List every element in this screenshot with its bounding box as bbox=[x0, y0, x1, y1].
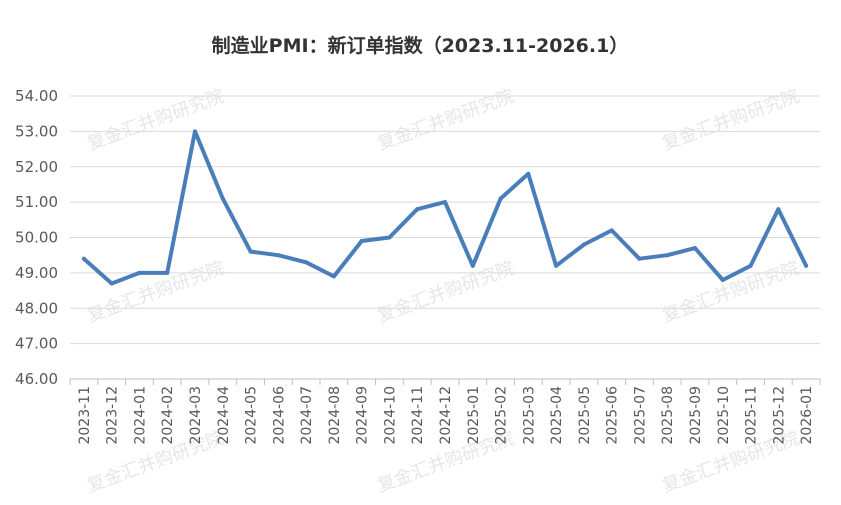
data-point bbox=[637, 256, 642, 261]
data-point bbox=[81, 256, 86, 261]
x-tick-label: 2023-11 bbox=[77, 386, 93, 445]
x-tick-label: 2025-09 bbox=[688, 386, 704, 445]
x-tick-label: 2024-12 bbox=[438, 386, 454, 445]
watermark-text: 复金汇并购研究院 bbox=[375, 258, 517, 327]
y-axis: 46.00 47.00 48.00 49.00 50.00 51.00 52.00 53.00… bbox=[15, 87, 58, 388]
x-tick-label: 2024-03 bbox=[188, 386, 204, 445]
x-tick-label: 2024-06 bbox=[271, 386, 287, 445]
y-tick-label: 48.00 bbox=[15, 299, 58, 317]
data-point bbox=[748, 263, 753, 268]
x-tick-label: 2024-11 bbox=[410, 386, 426, 445]
x-tick-label: 2024-01 bbox=[132, 386, 148, 445]
x-tick-label: 2025-01 bbox=[466, 386, 482, 445]
x-tick-label: 2025-12 bbox=[771, 386, 787, 445]
x-tick-label: 2025-06 bbox=[605, 386, 621, 445]
data-point bbox=[276, 253, 281, 258]
data-point bbox=[498, 196, 503, 201]
data-point bbox=[415, 207, 420, 212]
x-tick-label: 2025-11 bbox=[744, 386, 760, 445]
x-tick-label: 2024-10 bbox=[382, 386, 398, 445]
x-tick-label: 2025-07 bbox=[632, 386, 648, 445]
watermark-text: 复金汇并购研究院 bbox=[85, 258, 227, 327]
data-point bbox=[526, 171, 531, 176]
x-axis: 2023-11 2023-12 2024-01 2024-02 2024-03 2024-… bbox=[69, 379, 821, 445]
x-tick-label: 2024-09 bbox=[355, 386, 371, 445]
data-point bbox=[137, 270, 142, 275]
data-point bbox=[720, 277, 725, 282]
data-point bbox=[165, 270, 170, 275]
data-point bbox=[359, 239, 364, 244]
data-point bbox=[193, 129, 197, 134]
x-tick-label: 2024-02 bbox=[160, 386, 176, 445]
y-tick-label: 46.00 bbox=[15, 370, 58, 388]
data-point bbox=[443, 200, 447, 205]
x-tick-label: 2025-08 bbox=[660, 386, 676, 445]
x-tick-label: 2024-08 bbox=[327, 386, 343, 445]
data-point bbox=[470, 263, 475, 268]
y-tick-label: 52.00 bbox=[15, 158, 58, 176]
y-tick-label: 50.00 bbox=[15, 229, 58, 247]
y-tick-label: 51.00 bbox=[15, 193, 58, 211]
x-tick-label: 2025-03 bbox=[521, 386, 537, 445]
x-tick-label: 2024-05 bbox=[244, 386, 260, 445]
chart-title: 制造业PMI：新订单指数（2023.11-2026.1） bbox=[212, 34, 629, 57]
watermark-text: 复金汇并购研究院 bbox=[660, 258, 802, 327]
data-point bbox=[554, 263, 559, 268]
data-point bbox=[331, 274, 336, 279]
x-tick-label: 2025-10 bbox=[716, 386, 732, 445]
x-tick-label: 2025-05 bbox=[577, 386, 593, 445]
y-tick-label: 49.00 bbox=[15, 264, 58, 282]
data-point bbox=[304, 260, 309, 265]
x-tick-label: 2026-01 bbox=[799, 386, 815, 445]
x-tick-label: 2024-04 bbox=[216, 386, 232, 445]
data-point bbox=[776, 207, 781, 212]
data-point bbox=[693, 246, 697, 251]
x-tick-label: 2025-02 bbox=[494, 386, 510, 445]
y-tick-label: 53.00 bbox=[15, 122, 58, 140]
data-point bbox=[804, 263, 809, 268]
data-point bbox=[609, 228, 614, 233]
y-tick-label: 54.00 bbox=[15, 87, 58, 105]
series-line bbox=[81, 129, 809, 286]
y-tick-label: 47.00 bbox=[15, 335, 58, 353]
x-tick-label: 2023-12 bbox=[105, 386, 121, 445]
data-point bbox=[581, 242, 586, 247]
data-point bbox=[387, 235, 392, 240]
data-point bbox=[220, 196, 225, 201]
data-point bbox=[248, 249, 253, 254]
series-layer bbox=[81, 129, 809, 286]
x-tick-label: 2025-04 bbox=[549, 386, 565, 445]
data-point bbox=[109, 281, 114, 286]
data-point bbox=[665, 253, 670, 258]
x-tick-label: 2024-07 bbox=[299, 386, 315, 445]
